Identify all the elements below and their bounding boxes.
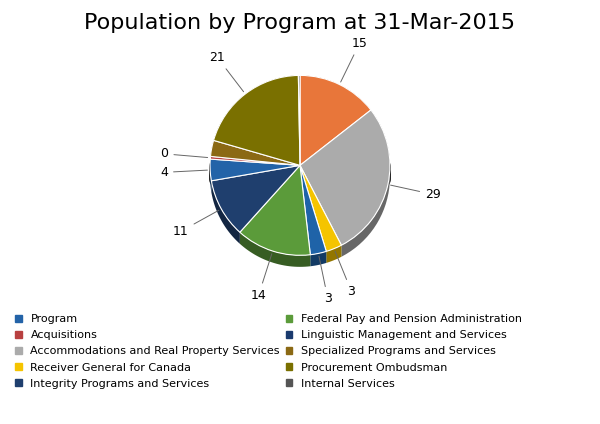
Polygon shape (326, 245, 341, 263)
Wedge shape (210, 159, 300, 181)
Polygon shape (211, 140, 214, 168)
Ellipse shape (210, 143, 390, 187)
Ellipse shape (210, 147, 390, 190)
Ellipse shape (210, 152, 390, 196)
Polygon shape (210, 159, 211, 192)
Polygon shape (240, 232, 310, 267)
Text: 14: 14 (251, 254, 272, 301)
Ellipse shape (210, 148, 390, 192)
Ellipse shape (210, 151, 390, 195)
Text: 0: 0 (160, 148, 208, 160)
Text: 3: 3 (335, 251, 355, 298)
Text: 4: 4 (160, 166, 208, 179)
Ellipse shape (210, 153, 390, 197)
Ellipse shape (210, 145, 390, 190)
Wedge shape (211, 140, 300, 165)
Text: Population by Program at 31-Mar-2015: Population by Program at 31-Mar-2015 (85, 13, 515, 33)
Legend: Program, Acquisitions, Accommodations and Real Property Services, Receiver Gener: Program, Acquisitions, Accommodations an… (11, 311, 526, 392)
Wedge shape (300, 165, 341, 251)
Polygon shape (300, 75, 371, 122)
Ellipse shape (210, 156, 390, 200)
Text: 3: 3 (319, 256, 332, 305)
Text: 29: 29 (391, 185, 441, 201)
Wedge shape (240, 165, 310, 255)
Ellipse shape (210, 155, 390, 199)
Ellipse shape (210, 149, 390, 192)
Wedge shape (211, 165, 300, 232)
Wedge shape (214, 75, 300, 165)
Text: 11: 11 (173, 210, 219, 238)
Ellipse shape (210, 154, 390, 198)
Wedge shape (300, 110, 390, 245)
Ellipse shape (210, 150, 390, 194)
Ellipse shape (210, 159, 390, 202)
Text: 21: 21 (209, 51, 244, 92)
Polygon shape (341, 110, 390, 257)
Ellipse shape (210, 157, 390, 201)
Wedge shape (210, 156, 300, 165)
Polygon shape (211, 181, 240, 244)
Polygon shape (214, 75, 298, 152)
Ellipse shape (210, 145, 390, 188)
Polygon shape (298, 75, 300, 87)
Wedge shape (300, 75, 371, 165)
Wedge shape (300, 165, 326, 255)
Wedge shape (298, 75, 300, 165)
Text: 15: 15 (341, 36, 368, 82)
Polygon shape (310, 251, 326, 266)
